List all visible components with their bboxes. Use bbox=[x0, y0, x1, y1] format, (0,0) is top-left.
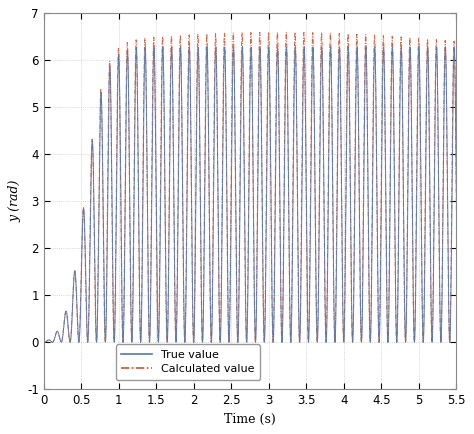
Calculated value bbox=[365, 225, 371, 230]
Calculated value bbox=[454, 212, 459, 217]
True value bbox=[183, 322, 189, 328]
True value bbox=[109, 238, 115, 243]
True value bbox=[365, 204, 371, 209]
Calculated value bbox=[189, 224, 194, 230]
Calculated value bbox=[440, 186, 446, 191]
Line: Calculated value: Calculated value bbox=[44, 32, 456, 342]
Calculated value bbox=[274, 30, 280, 35]
Y-axis label: y (rad): y (rad) bbox=[9, 180, 21, 223]
Calculated value bbox=[336, 33, 342, 39]
X-axis label: Time (s): Time (s) bbox=[224, 413, 276, 426]
True value bbox=[189, 207, 194, 212]
Calculated value bbox=[109, 256, 115, 261]
Calculated value bbox=[41, 340, 46, 345]
True value bbox=[41, 340, 46, 345]
True value bbox=[454, 192, 459, 197]
Legend: True value, Calculated value: True value, Calculated value bbox=[116, 345, 260, 380]
True value bbox=[440, 212, 446, 217]
True value bbox=[336, 54, 342, 59]
Line: True value: True value bbox=[44, 47, 456, 342]
True value bbox=[416, 44, 422, 49]
Calculated value bbox=[183, 309, 189, 315]
